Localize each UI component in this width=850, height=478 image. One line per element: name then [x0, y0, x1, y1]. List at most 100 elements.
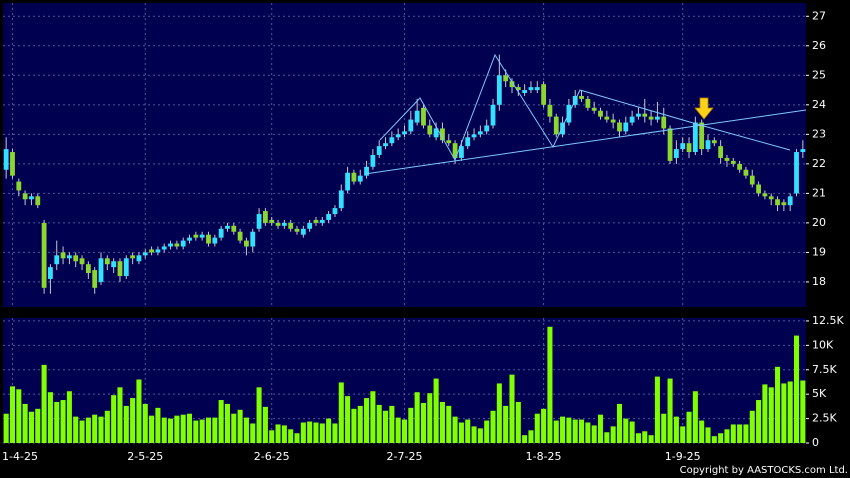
- volume-bar: [579, 419, 585, 443]
- volume-bar: [212, 417, 218, 443]
- volume-bar: [686, 411, 692, 443]
- candle-body: [541, 84, 547, 105]
- volume-bar: [60, 400, 66, 443]
- volume-bar: [496, 383, 502, 443]
- candle-body: [484, 125, 490, 132]
- volume-bar: [136, 379, 142, 443]
- volume-bar: [749, 410, 755, 443]
- volume-bar: [161, 417, 167, 443]
- volume-bar: [41, 364, 47, 443]
- candle-body: [123, 258, 129, 277]
- y-tick-label: 7.5K: [812, 363, 837, 376]
- volume-bar: [604, 432, 610, 443]
- candle-body: [300, 228, 306, 235]
- trend-line: [364, 109, 807, 175]
- candle-body: [79, 258, 85, 265]
- candle-body: [60, 252, 66, 259]
- volume-bar: [623, 418, 629, 443]
- volume-bar: [275, 424, 281, 443]
- y-tick-label: 12.5K: [812, 314, 844, 327]
- candle-body: [743, 169, 749, 176]
- candle-body: [490, 104, 496, 126]
- x-tick-label: 1-8-25: [526, 450, 562, 463]
- volume-bar: [648, 435, 654, 443]
- candle-body: [54, 255, 60, 265]
- volume-bar: [231, 413, 237, 443]
- candle-body: [244, 240, 249, 247]
- candle-body: [332, 208, 338, 215]
- volume-bar: [414, 392, 420, 443]
- volume-bar: [420, 402, 426, 443]
- volume-bar: [458, 422, 464, 443]
- volume-bar: [186, 413, 193, 443]
- candle-body: [768, 196, 774, 200]
- volume-bar: [243, 417, 249, 443]
- volume-bar: [484, 420, 490, 443]
- candle-body: [775, 199, 780, 206]
- candle-body: [673, 149, 679, 158]
- x-tick-label: 2-7-25: [387, 450, 423, 463]
- candle-body: [288, 222, 294, 229]
- candle-body: [85, 264, 91, 274]
- volume-bar: [199, 419, 205, 443]
- candle-body: [579, 95, 584, 99]
- candle-body: [433, 128, 439, 138]
- volume-bar: [667, 378, 673, 443]
- volume-bar: [534, 413, 540, 443]
- volume-bar: [711, 436, 717, 443]
- candle-body: [206, 234, 211, 244]
- candle-body: [73, 255, 79, 262]
- candle-body: [718, 146, 724, 158]
- volume-bar: [174, 415, 180, 443]
- candle-body: [351, 172, 357, 182]
- volume-bar: [168, 418, 174, 443]
- candle-body: [667, 128, 673, 161]
- candle-body: [680, 143, 686, 150]
- volume-bar: [661, 413, 667, 443]
- volume-bar: [338, 382, 344, 443]
- volume-bar: [269, 430, 275, 443]
- y-tick-label: 26: [812, 39, 826, 52]
- candle-body: [212, 237, 218, 244]
- candle-body: [262, 211, 268, 223]
- candle-body: [686, 143, 692, 153]
- volume-bar: [180, 414, 186, 443]
- volume-bar: [326, 418, 332, 443]
- volume-bar: [781, 383, 787, 443]
- volume-bar: [585, 422, 591, 443]
- volume-bar: [250, 423, 256, 443]
- volume-bar: [281, 425, 287, 443]
- volume-bar: [130, 398, 136, 443]
- candle-body: [591, 107, 597, 111]
- volume-bar: [313, 422, 319, 443]
- y-tick-label: 19: [812, 245, 826, 258]
- candle-body: [477, 131, 483, 135]
- volume-bar: [446, 405, 452, 443]
- candle-body: [623, 122, 629, 132]
- volume-bar: [439, 401, 445, 443]
- candle-body: [787, 196, 793, 206]
- candle-body: [547, 104, 553, 117]
- volume-bar: [610, 426, 616, 443]
- volume-bar: [224, 403, 230, 443]
- volume-bar: [541, 408, 547, 443]
- candle-body: [48, 267, 53, 279]
- mark-layer: [3, 54, 806, 443]
- volume-bar: [294, 433, 300, 443]
- candle-body: [326, 214, 332, 220]
- candle-body: [370, 155, 376, 167]
- volume-bar: [408, 407, 414, 443]
- volume-bar: [54, 401, 60, 443]
- volume-bar: [9, 386, 16, 443]
- candle-body: [446, 140, 452, 144]
- candle-body: [724, 157, 730, 161]
- candle-body: [66, 255, 72, 259]
- volume-bar: [553, 420, 559, 443]
- candle-body: [294, 228, 300, 232]
- x-tick-label: 2-5-25: [127, 450, 163, 463]
- candle-body: [610, 119, 616, 123]
- volume-bar: [680, 426, 686, 443]
- candle-body: [345, 172, 350, 191]
- volume-bar: [117, 387, 123, 443]
- volume-bar: [364, 398, 370, 443]
